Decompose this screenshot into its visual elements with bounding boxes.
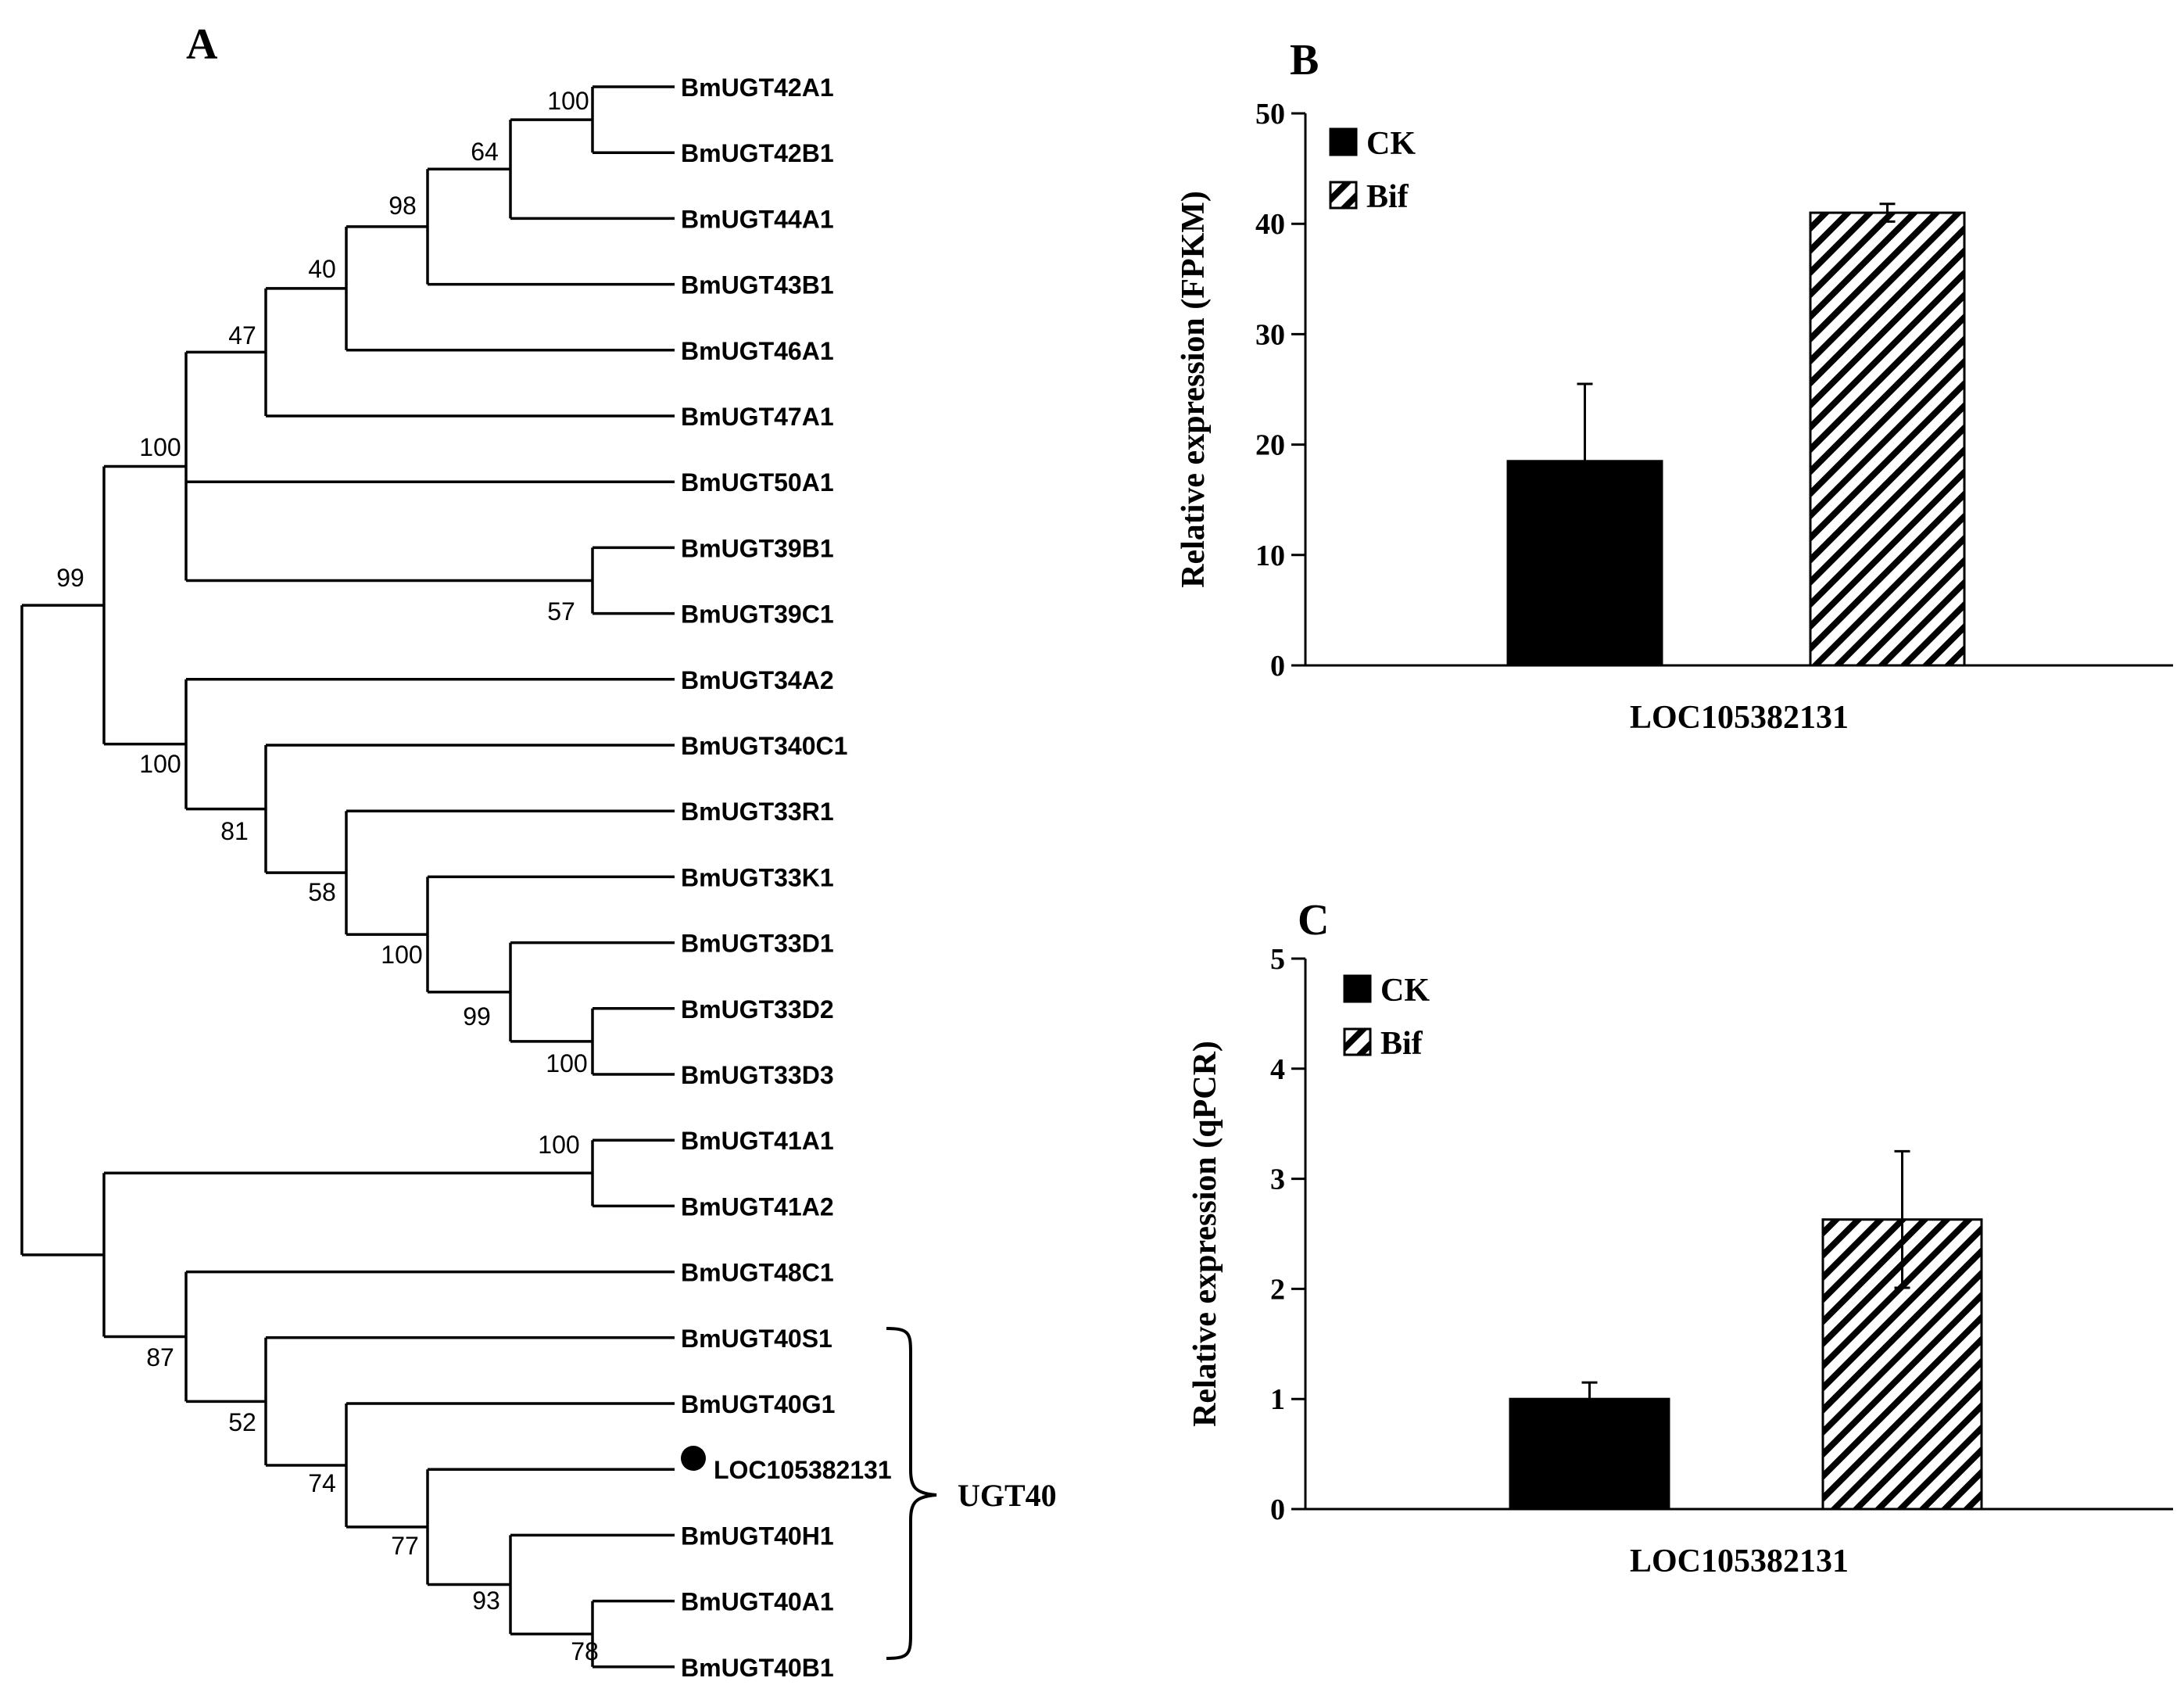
- bootstrap-value: 99: [463, 1002, 491, 1031]
- y-tick-label: 30: [1255, 318, 1285, 351]
- tree-leaf-label: BmUGT33D3: [681, 1061, 834, 1089]
- y-tick-label: 50: [1255, 98, 1285, 131]
- y-tick-label: 3: [1270, 1163, 1285, 1196]
- tree-leaf-label: BmUGT43B1: [681, 271, 834, 299]
- tree-leaf-label: BmUGT39C1: [681, 601, 834, 629]
- fpkm-bar-chart-panel: B 0 10 20 30 40 50 Relative expression (FPKM) L…: [1176, 36, 2173, 736]
- bootstrap-value: 77: [391, 1532, 419, 1560]
- x-axis-title: LOC105382131: [1630, 700, 1849, 736]
- y-axis-title: Relative expression (FPKM): [1176, 191, 1212, 588]
- tree-leaf-label: BmUGT340C1: [681, 732, 847, 760]
- tree-leaf-label: BmUGT40A1: [681, 1588, 834, 1616]
- tree-leaf-label: BmUGT48C1: [681, 1259, 834, 1287]
- legend-swatch-ck: [1329, 127, 1358, 156]
- ugt40-clade-label: UGT40: [958, 1478, 1057, 1513]
- bootstrap-value: 99: [56, 564, 84, 592]
- marked-leaf-icon: [681, 1446, 706, 1471]
- legend-swatch-bif: [1343, 1027, 1372, 1056]
- bootstrap-value: 98: [388, 192, 417, 220]
- bootstrap-value: 100: [546, 1049, 587, 1077]
- tree-leaf-label: BmUGT42B1: [681, 139, 834, 167]
- tree-leaf-label: BmUGT33D2: [681, 995, 834, 1024]
- tree-leaf-label: BmUGT39B1: [681, 534, 834, 562]
- bootstrap-value: 58: [308, 878, 336, 906]
- bootstrap-value: 78: [571, 1637, 599, 1665]
- bootstrap-value: 100: [381, 941, 422, 969]
- bootstrap-value: 64: [471, 138, 499, 166]
- tree-leaf-label: BmUGT46A1: [681, 337, 834, 365]
- tree-leaf-label: BmUGT34A2: [681, 666, 834, 694]
- bootstrap-value: 100: [547, 87, 589, 115]
- panel-b-label: B: [1290, 36, 1319, 84]
- tree-leaf-label: BmUGT40S1: [681, 1325, 832, 1353]
- x-axis-title: LOC105382131: [1630, 1543, 1849, 1579]
- bootstrap-value: 74: [308, 1469, 336, 1497]
- tree-leaf-label: BmUGT41A2: [681, 1192, 834, 1221]
- y-tick-label: 0: [1270, 1493, 1285, 1526]
- ugt40-clade-bracket: [886, 1327, 937, 1660]
- y-tick-label: 1: [1270, 1383, 1285, 1416]
- tree-leaf-label: BmUGT33K1: [681, 863, 834, 891]
- y-tick-label: 10: [1255, 540, 1285, 572]
- bar-bif: [1809, 211, 1966, 667]
- tree-leaf-labels: BmUGT42A1 BmUGT42B1 BmUGT44A1 BmUGT43B1 BmUG…: [681, 73, 892, 1682]
- bootstrap-value: 93: [472, 1586, 500, 1615]
- y-tick-label: 4: [1270, 1053, 1285, 1086]
- bootstrap-value: 47: [228, 321, 256, 350]
- legend-label-ck: CK: [1380, 973, 1430, 1009]
- panel-a-label: A: [186, 20, 218, 69]
- tree-leaf-label: BmUGT40H1: [681, 1522, 834, 1550]
- legend-swatch-bif: [1329, 181, 1358, 210]
- bootstrap-value: 100: [139, 433, 181, 461]
- legend-label-ck: CK: [1366, 126, 1416, 162]
- tree-branches: [20, 85, 675, 1669]
- bootstrap-values: 100 64 98 40 47 57 100 100 99 100 58 81 100 99 100 78 93…: [56, 87, 599, 1665]
- tree-leaf-label: BmUGT47A1: [681, 403, 834, 431]
- tree-leaf-label: BmUGT33D1: [681, 930, 834, 958]
- bootstrap-value: 57: [547, 597, 575, 626]
- y-tick-label: 5: [1270, 943, 1285, 976]
- bootstrap-value: 100: [538, 1131, 579, 1159]
- tree-leaf-label: BmUGT50A1: [681, 468, 834, 497]
- y-tick-label: 2: [1270, 1273, 1285, 1306]
- bootstrap-value: 40: [308, 255, 336, 283]
- tree-leaf-label: BmUGT44A1: [681, 205, 834, 233]
- tree-leaf-label: BmUGT33R1: [681, 798, 834, 826]
- phylogenetic-tree-panel: A BmUGT42A1BmUGT42B1BmUGT44A1BmUGT43B1Bm…: [20, 20, 1057, 1682]
- tree-leaf-label: LOC105382131: [714, 1456, 892, 1484]
- legend-label-bif: Bif: [1380, 1026, 1423, 1062]
- tree-leaf-label: BmUGT40B1: [681, 1654, 834, 1682]
- legend-swatch-ck: [1343, 974, 1372, 1003]
- y-axis-title: Relative expression (qPCR): [1187, 1041, 1223, 1427]
- qpcr-bar-chart-panel: C 0 1 2 3 4 5 Relative expression (qPCR) LOC105…: [1187, 896, 2173, 1579]
- tree-leaf-label: BmUGT40G1: [681, 1390, 835, 1418]
- legend-label-bif: Bif: [1366, 179, 1409, 215]
- tree-leaf-label: BmUGT41A1: [681, 1127, 834, 1155]
- y-tick-label: 40: [1255, 208, 1285, 241]
- tree-leaf-label: BmUGT42A1: [681, 73, 834, 102]
- y-tick-label: 0: [1270, 650, 1285, 683]
- bootstrap-value: 81: [220, 817, 249, 845]
- bootstrap-value: 100: [139, 750, 181, 778]
- panel-c-label: C: [1298, 896, 1329, 945]
- bootstrap-value: 52: [228, 1408, 256, 1436]
- y-tick-label: 20: [1255, 429, 1285, 462]
- bootstrap-value: 87: [146, 1343, 174, 1371]
